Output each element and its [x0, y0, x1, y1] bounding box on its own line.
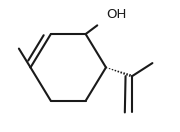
Text: OH: OH: [106, 8, 126, 21]
